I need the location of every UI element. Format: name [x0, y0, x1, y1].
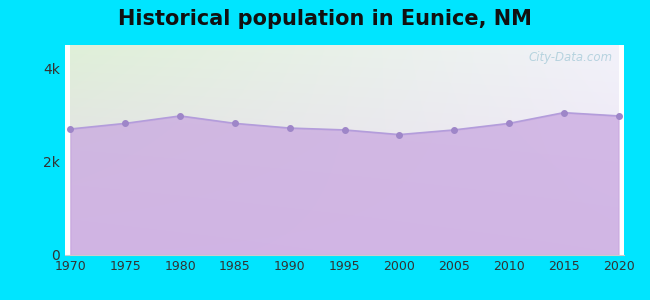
Text: Historical population in Eunice, NM: Historical population in Eunice, NM	[118, 9, 532, 29]
Text: City-Data.com: City-Data.com	[528, 51, 613, 64]
